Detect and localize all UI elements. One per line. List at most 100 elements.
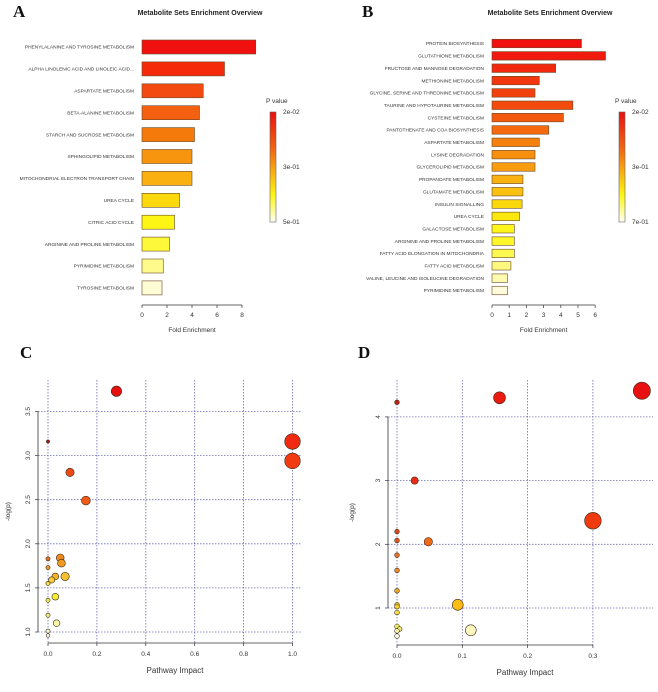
bar bbox=[491, 261, 512, 271]
x-axis-label: Fold Enrichment bbox=[168, 327, 216, 334]
category-label: ARGININE AND PROLINE METABOLISM bbox=[45, 242, 134, 248]
y-tick-label: 3.5 bbox=[25, 407, 32, 416]
x-tick-label: 0 bbox=[140, 312, 144, 319]
legend-label: 7e-01 bbox=[632, 219, 649, 226]
data-point bbox=[410, 476, 419, 485]
x-tick-label: 3 bbox=[542, 312, 546, 319]
data-point bbox=[394, 399, 400, 405]
data-point bbox=[45, 633, 51, 638]
x-tick-label: 1 bbox=[507, 312, 511, 319]
y-tick-label: 1.0 bbox=[25, 627, 32, 636]
data-point bbox=[45, 597, 51, 603]
category-label: GLUTAMATE METABOLISM bbox=[423, 189, 484, 195]
data-point bbox=[57, 559, 66, 568]
category-label: PYRIMIDINE METABOLISM bbox=[74, 264, 134, 270]
category-label: UREA CYCLE bbox=[104, 198, 134, 204]
bar bbox=[141, 83, 204, 99]
data-point bbox=[60, 571, 70, 581]
category-label: FRUCTOSE AND MANNOSE DEGRADATION bbox=[385, 66, 485, 72]
x-axis-label: Fold Enrichment bbox=[520, 327, 568, 334]
category-label: GALACTOSE METABOLISM bbox=[422, 226, 484, 232]
legend-title: P value bbox=[615, 98, 637, 105]
x-tick-label: 8 bbox=[240, 312, 244, 319]
chart-b: Metabolite Sets Enrichment Overview PROTE… bbox=[366, 10, 649, 334]
category-label: GLUTATHIONE METABOLISM bbox=[418, 54, 484, 60]
data-point bbox=[394, 609, 400, 616]
x-tick-label: 0.3 bbox=[588, 653, 597, 660]
category-label: BETA-ALANINE METABOLISM bbox=[67, 110, 134, 116]
bar bbox=[491, 150, 536, 160]
bar bbox=[491, 174, 524, 184]
category-label: PANTOTHENATE AND COA BIOSYNTHESIS bbox=[386, 128, 484, 134]
bar bbox=[491, 88, 536, 98]
data-point bbox=[394, 628, 400, 634]
legend-label: 3e-01 bbox=[283, 164, 300, 171]
bar bbox=[141, 258, 164, 274]
x-axis-label: Pathway Impact bbox=[497, 668, 555, 677]
category-label: SPHINGOLIPID METABOLISM bbox=[67, 154, 134, 160]
bar bbox=[141, 171, 193, 186]
data-point bbox=[394, 537, 400, 544]
data-point bbox=[48, 576, 56, 584]
data-point bbox=[45, 581, 51, 586]
legend-label: 5e-01 bbox=[283, 219, 300, 226]
color-bar bbox=[269, 111, 277, 223]
data-point bbox=[284, 433, 301, 450]
bar bbox=[141, 214, 175, 230]
y-tick-label: 2.0 bbox=[25, 539, 32, 548]
y-tick-label: 1.5 bbox=[25, 583, 32, 592]
chart-d: 0.0 0.1 0.2 0.3 1 2 3 4 Pathway Impact -log(p) bbox=[349, 380, 653, 677]
category-label: ARGININE AND PROLINE METABOLISM bbox=[395, 239, 484, 245]
category-label: PHENYLALANINE AND TYROSINE METABOLISM bbox=[25, 45, 134, 51]
data-point bbox=[493, 391, 506, 405]
x-tick-label: 0.6 bbox=[190, 651, 199, 658]
data-point bbox=[45, 556, 51, 562]
data-point bbox=[451, 599, 464, 611]
y-axis-label: -log(p) bbox=[349, 503, 356, 522]
category-label: ASPARTATE METABOLISM bbox=[424, 140, 484, 146]
y-axis-label: -log(p) bbox=[5, 502, 12, 521]
category-label: MITOCHONDRIAL ELECTRON TRANSPORT CHAIN bbox=[20, 176, 135, 182]
y-tick-label: 1 bbox=[375, 606, 382, 610]
bar bbox=[491, 236, 515, 246]
data-point bbox=[394, 604, 400, 610]
data-point bbox=[110, 385, 122, 397]
data-point bbox=[394, 588, 400, 594]
bar bbox=[491, 113, 564, 123]
chart-title: Metabolite Sets Enrichment Overview bbox=[488, 10, 613, 17]
data-point bbox=[45, 565, 51, 570]
panel-label-c: C bbox=[20, 343, 32, 362]
category-label: PROPANOATE METABOLISM bbox=[419, 177, 484, 183]
bar bbox=[141, 280, 163, 296]
data-point bbox=[65, 467, 75, 477]
y-tick-label: 2 bbox=[375, 542, 382, 546]
bar bbox=[491, 162, 536, 172]
category-label: CYSTEINE METABOLISM bbox=[428, 115, 484, 121]
bar bbox=[491, 51, 606, 61]
x-tick-label: 6 bbox=[593, 312, 597, 319]
category-label: PROTEIN BIOSYNTHESIS bbox=[426, 41, 484, 47]
panel-label-d: D bbox=[358, 343, 370, 362]
bar bbox=[141, 236, 170, 252]
bar bbox=[491, 38, 582, 49]
data-point bbox=[394, 567, 400, 574]
category-label: CITRIC ACID CYCLE bbox=[88, 220, 134, 226]
legend-label: 2e-02 bbox=[632, 109, 649, 116]
bar bbox=[141, 149, 193, 164]
x-tick-label: 2 bbox=[165, 312, 169, 319]
x-tick-label: 4 bbox=[559, 312, 563, 319]
data-point bbox=[584, 512, 602, 530]
data-point bbox=[45, 628, 51, 634]
data-point bbox=[632, 381, 651, 400]
data-point bbox=[81, 495, 91, 506]
bar bbox=[491, 285, 508, 296]
data-point bbox=[465, 624, 477, 637]
color-bar bbox=[618, 111, 626, 223]
x-tick-label: 1.0 bbox=[288, 651, 297, 658]
data-point bbox=[394, 552, 400, 558]
bar bbox=[141, 61, 225, 77]
x-tick-label: 0.8 bbox=[239, 651, 248, 658]
bar bbox=[491, 224, 515, 234]
x-tick-label: 2 bbox=[525, 312, 529, 319]
x-tick-label: 0 bbox=[490, 312, 494, 319]
